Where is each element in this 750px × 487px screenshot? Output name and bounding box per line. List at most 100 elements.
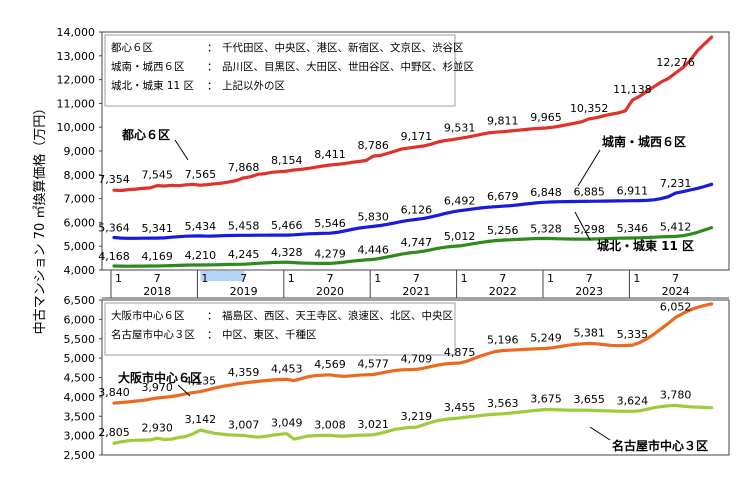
series-line <box>112 226 714 268</box>
data-label: 7,354 <box>98 173 130 186</box>
data-label: 5,335 <box>617 328 649 341</box>
data-label: 5,346 <box>617 222 649 235</box>
data-label: 3,970 <box>141 381 173 394</box>
data-label: 4,168 <box>98 250 130 263</box>
series-name-label: 城北・城東 11 区 <box>597 238 694 253</box>
month-tick-label: 1 <box>115 272 122 285</box>
data-label: 11,138 <box>613 83 652 96</box>
data-label: 4,569 <box>314 358 346 371</box>
data-label: 2,930 <box>141 421 173 434</box>
y-tick-label: 13,000 <box>57 50 96 63</box>
y-tick-label: 2,500 <box>64 449 96 462</box>
data-label: 3,219 <box>401 410 433 423</box>
y-tick-label: 8,000 <box>64 169 96 182</box>
y-tick-label: 10,000 <box>57 121 96 134</box>
month-tick-label: 1 <box>461 272 468 285</box>
data-label: 2,805 <box>98 426 130 439</box>
series-line <box>112 35 714 193</box>
year-label: 2018 <box>143 285 171 298</box>
series-leader-line <box>589 426 611 441</box>
data-label: 4,453 <box>271 362 303 375</box>
data-label: 5,364 <box>98 222 130 235</box>
data-label: 6,126 <box>401 203 433 216</box>
y-tick-label: 6,000 <box>64 313 96 326</box>
data-label: 8,154 <box>271 154 303 167</box>
y-tick-label: 4,000 <box>64 391 96 404</box>
series-name-label: 都心６区 <box>121 127 170 142</box>
month-tick-label: 7 <box>499 272 506 285</box>
data-label: 4,709 <box>401 352 433 365</box>
data-label: 6,885 <box>573 185 605 198</box>
data-label: 4,875 <box>444 346 476 359</box>
ward-legend-box <box>104 302 456 356</box>
data-label: 5,381 <box>573 326 605 339</box>
series-name-label: 名古屋市中心３区 <box>612 438 708 453</box>
series-name-label: 城南・城西６区 <box>602 134 686 149</box>
series-leader-line <box>577 149 601 187</box>
data-label: 9,171 <box>401 130 433 143</box>
year-label: 2021 <box>402 285 430 298</box>
data-label: 3,021 <box>357 418 389 431</box>
y-tick-label: 14,000 <box>57 26 96 39</box>
data-label: 5,830 <box>357 210 389 223</box>
series-leader-line <box>574 211 591 241</box>
ward-legend-wards: 千代田区、中央区、港区、新宿区、文京区、渋谷区 <box>222 41 464 54</box>
month-tick-label: 7 <box>327 272 334 285</box>
ward-legend-separator: ： <box>207 61 218 73</box>
y-tick-label: 7,000 <box>64 193 96 206</box>
ward-legend-wards: 福島区、西区、天王寺区、浪速区、北区、中央区 <box>222 309 453 322</box>
data-label: 4,359 <box>228 366 260 379</box>
data-label: 3,049 <box>271 417 303 430</box>
data-label: 9,965 <box>530 111 562 124</box>
data-label: 9,531 <box>444 121 476 134</box>
data-label: 7,545 <box>141 169 173 182</box>
month-tick-label: 7 <box>672 272 679 285</box>
data-label: 6,679 <box>487 190 519 203</box>
data-label: 3,780 <box>660 388 692 401</box>
month-tick-label: 1 <box>547 272 554 285</box>
data-label: 3,655 <box>573 393 605 406</box>
y-tick-label: 4,500 <box>64 372 96 385</box>
data-label: 12,276 <box>656 56 695 69</box>
y-tick-label: 4,000 <box>64 264 96 277</box>
ward-legend-wards: 中区、東区、千種区 <box>222 328 317 341</box>
ward-legend-name: 都心６区 <box>111 42 153 54</box>
month-tick-label: 1 <box>288 272 295 285</box>
data-label: 3,007 <box>228 418 260 431</box>
data-label: 8,786 <box>357 139 389 152</box>
data-label: 3,840 <box>98 386 130 399</box>
year-label: 2020 <box>316 285 344 298</box>
y-tick-label: 3,500 <box>64 410 96 423</box>
month-tick-label: 7 <box>154 272 161 285</box>
ward-legend-wards: 上記以外の区 <box>222 79 285 92</box>
data-label: 5,466 <box>271 219 303 232</box>
data-label: 7,565 <box>185 168 217 181</box>
data-label: 4,135 <box>185 375 217 388</box>
data-label: 4,577 <box>357 358 389 371</box>
data-label: 5,434 <box>185 220 217 233</box>
data-label: 3,008 <box>314 418 346 431</box>
data-label: 6,052 <box>660 300 692 313</box>
data-label: 6,848 <box>530 186 562 199</box>
data-label: 7,231 <box>660 177 692 190</box>
y-tick-label: 3,000 <box>64 430 96 443</box>
series-line <box>112 403 714 445</box>
ward-legend-name: 城南・城西６区 <box>111 60 185 73</box>
data-label: 5,256 <box>487 224 519 237</box>
ward-legend-name: 名古屋市中心３区 <box>111 328 195 341</box>
year-label: 2022 <box>489 285 517 298</box>
data-label: 4,169 <box>141 250 173 263</box>
series-leader-line <box>177 384 191 397</box>
data-label: 5,341 <box>141 222 173 235</box>
ward-legend-separator: ： <box>207 310 218 322</box>
data-label: 5,298 <box>573 223 605 236</box>
data-label: 5,328 <box>530 222 562 235</box>
ward-legend-wards: 品川区、目黒区、大田区、世田谷区、中野区、杉並区 <box>222 60 474 73</box>
ward-legend-separator: ： <box>207 329 218 341</box>
year-label: 2023 <box>575 285 603 298</box>
data-label: 8,411 <box>314 148 346 161</box>
data-label: 4,747 <box>401 236 433 249</box>
y-tick-label: 6,000 <box>64 216 96 229</box>
month-tick-label: 1 <box>201 272 208 285</box>
